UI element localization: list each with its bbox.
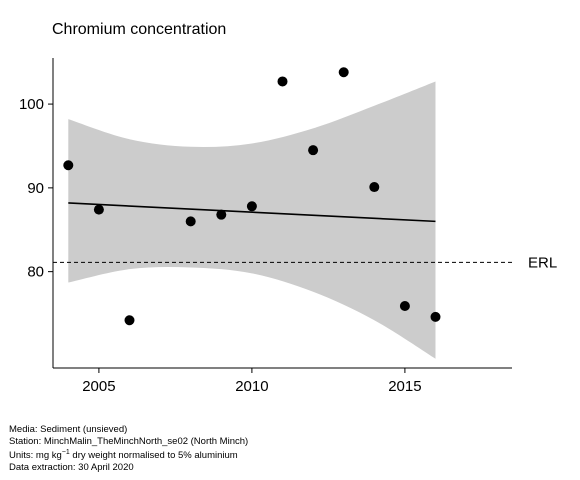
footer-units-prefix: Units: mg kg: [9, 450, 62, 462]
data-point: [277, 76, 288, 87]
confidence-band: [68, 81, 436, 359]
data-point: [93, 204, 104, 215]
footer-units-suffix: dry weight normalised to 5% aluminium: [69, 450, 238, 462]
plot-area: ERL 80 90 100 2005 2010 2015: [19, 58, 557, 395]
footer-units-exponent: −1: [61, 449, 70, 457]
chart-footer: Media: Sediment (unsieved) Station: Minc…: [9, 424, 248, 474]
y-tick-label: 100: [19, 96, 44, 113]
footer-media: Media: Sediment (unsieved): [9, 424, 128, 435]
chart-title: Chromium concentration: [52, 21, 226, 38]
x-tick-label: 2015: [388, 378, 421, 395]
data-point: [369, 182, 380, 193]
footer-units: Units: mg kg−1 dry weight normalised to …: [9, 447, 248, 462]
data-point: [338, 67, 349, 78]
data-point: [216, 209, 227, 220]
data-point: [246, 201, 257, 212]
data-point: [430, 311, 441, 322]
y-tick-label: 80: [27, 264, 44, 281]
footer-station: Station: MinchMalin_TheMinchNorth_se02 (…: [9, 435, 249, 447]
x-tick-label: 2010: [235, 378, 268, 395]
data-point: [124, 315, 135, 326]
data-point: [399, 301, 410, 311]
data-point: [308, 145, 319, 156]
x-tick-label: 2005: [82, 378, 115, 395]
y-tick-label: 90: [27, 180, 44, 197]
trend-line: [68, 202, 436, 223]
footer-extraction: Data extraction: 30 April 2020: [9, 461, 134, 473]
data-point: [185, 216, 196, 227]
data-point: [63, 160, 74, 171]
erl-label: ERL: [528, 254, 557, 271]
